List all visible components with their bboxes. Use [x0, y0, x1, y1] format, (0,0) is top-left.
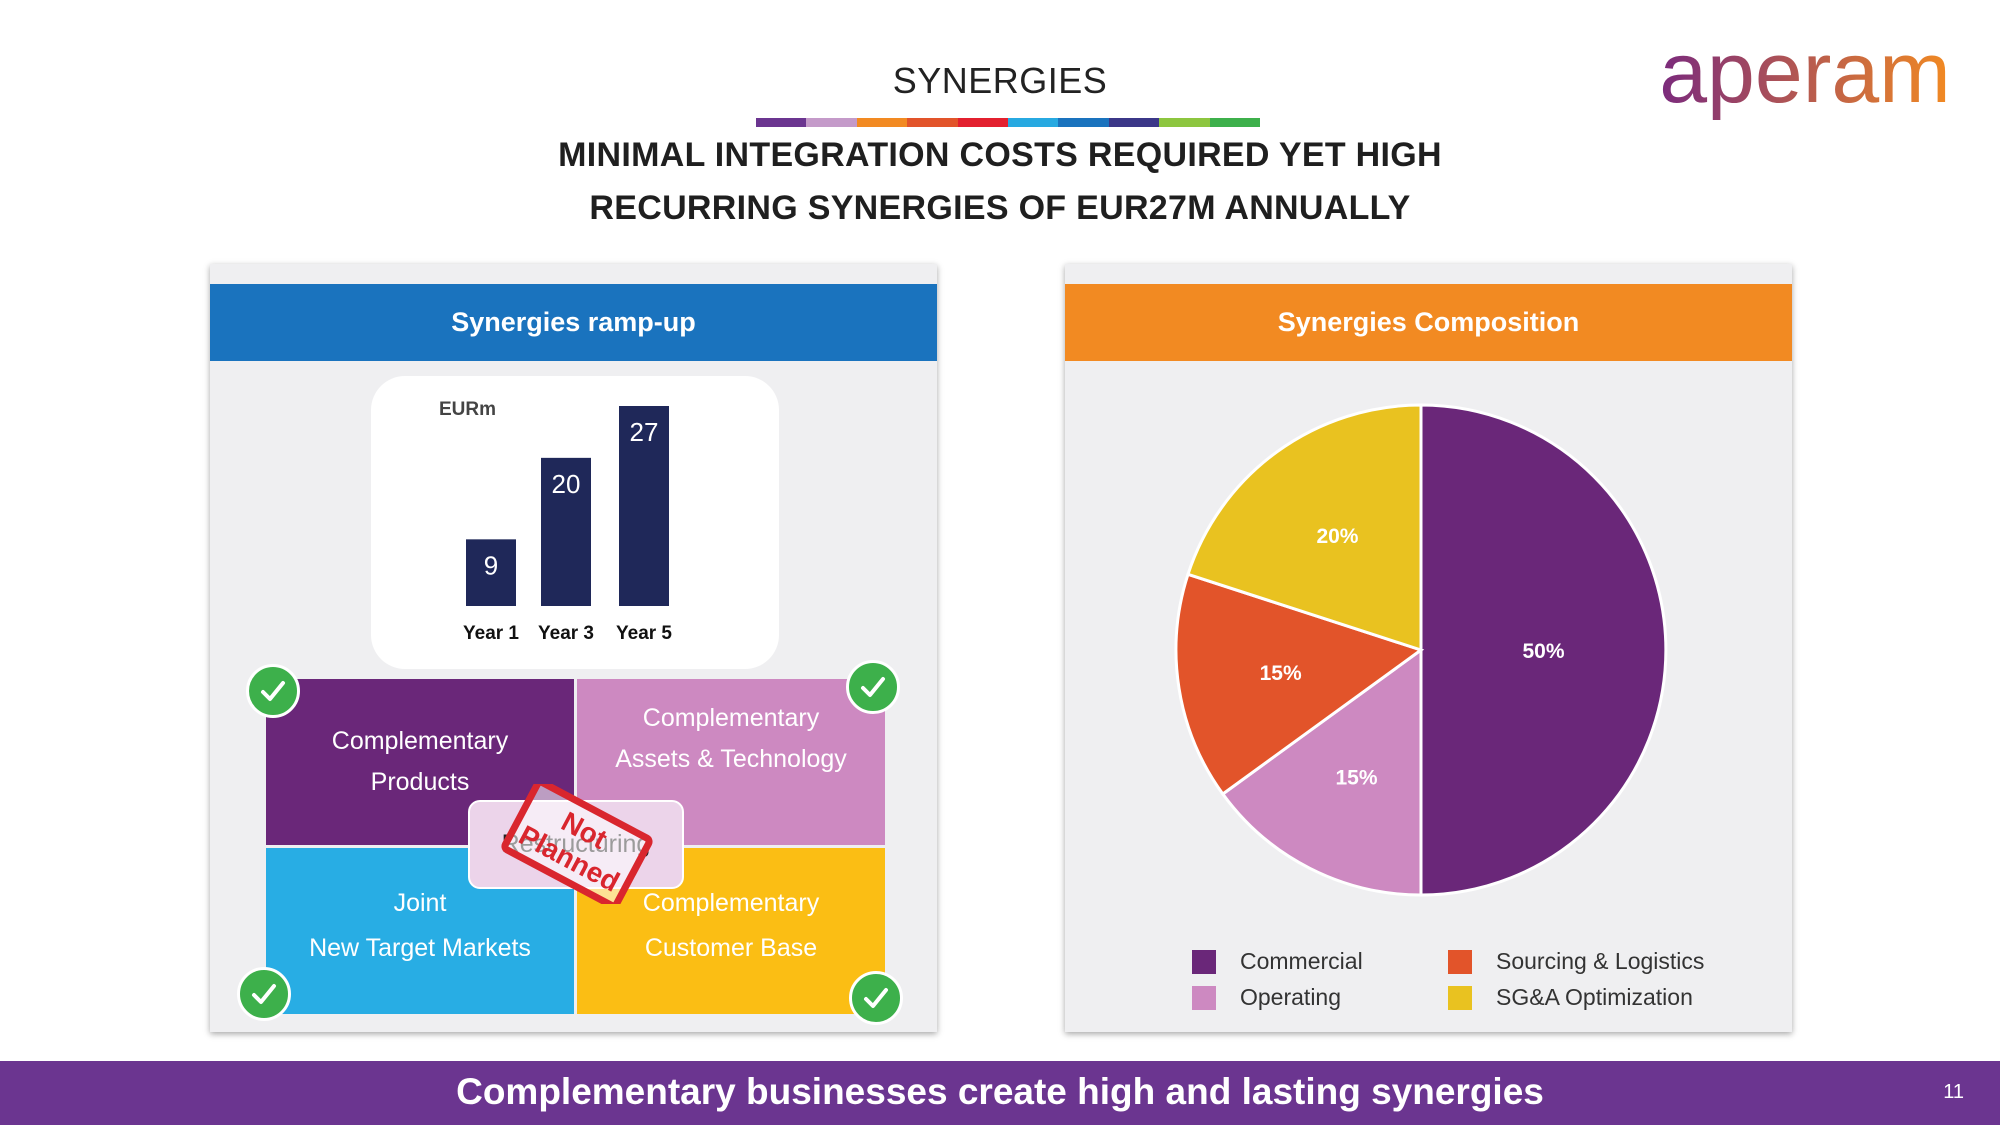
bar-chart-unit-label: EURm	[439, 399, 496, 420]
quadrant-products-line-2: Products	[370, 768, 470, 796]
page-number: 11	[1943, 1081, 1964, 1103]
legend-label: SG&A Optimization	[1496, 984, 1693, 1010]
legend-swatch	[1192, 949, 1216, 974]
color-strip-segment	[806, 118, 857, 127]
bar-value-label: 20	[552, 469, 581, 499]
bar-value-label: 9	[484, 550, 498, 580]
color-strip-segment	[907, 118, 958, 127]
not-planned-stamp: Not Planned	[501, 784, 653, 904]
color-strip-segment	[1159, 118, 1210, 127]
checkmark-circle-icon	[237, 967, 291, 1021]
footer-banner: Complementary businesses create high and…	[0, 1061, 2000, 1125]
checkmark-circle-icon	[849, 971, 903, 1025]
slide-subtitle-line-2: RECURRING SYNERGIES OF EUR27M ANNUALLY	[589, 189, 1411, 227]
quadrant-customer-line-2: Customer Base	[644, 934, 818, 962]
ramp-up-panel-title: Synergies ramp-up	[210, 284, 937, 361]
color-strip-segment	[957, 118, 1009, 127]
pie-slice	[1220, 647, 1423, 897]
bar-chart-card: EURm 9 Year 1 20 Year 3 27 Year 5	[371, 376, 779, 669]
stamp-border	[501, 784, 653, 904]
color-strip-segment	[1108, 118, 1160, 127]
quadrant-products-line-1: Complementary	[331, 727, 509, 755]
bar-category-label: Year 5	[616, 623, 672, 644]
synergies-ramp-up-panel: Synergies ramp-up EURm 9 Year 1 20 Year 3 27 Y…	[210, 264, 937, 1032]
ramp-up-bar-chart: EURm 9 Year 1 20 Year 3 27 Year 5	[439, 399, 672, 644]
quadrant-assets-line-1: Complementary	[642, 704, 820, 732]
pie-slice-label: 50%	[1522, 640, 1564, 663]
quadrant-customer-line-1: Complementary	[642, 889, 820, 917]
bar-category-label: Year 3	[538, 623, 594, 644]
checkmark-circle-icon	[846, 660, 900, 714]
pie-slice-label: 15%	[1260, 662, 1302, 685]
bar	[619, 406, 669, 606]
color-strip-segment	[1209, 118, 1261, 127]
checkmark-circle-icon	[246, 664, 300, 718]
pie-slice-label: 15%	[1335, 767, 1377, 790]
slide-subtitle-line-1: MINIMAL INTEGRATION COSTS REQUIRED YET H…	[558, 136, 1442, 174]
quadrant-assets-line-2: Assets & Technology	[615, 745, 847, 773]
slide-title: SYNERGIES	[892, 60, 1108, 101]
legend-swatch	[1448, 985, 1472, 1010]
bar	[541, 457, 591, 606]
color-strip-segment	[1058, 118, 1109, 127]
legend-label: Sourcing & Logistics	[1496, 948, 1705, 974]
color-strip	[756, 118, 1261, 127]
legend-label: Operating	[1240, 984, 1342, 1010]
composition-pie-chart: 50% 15% 15% 20%	[1174, 403, 1668, 897]
bar	[466, 539, 516, 606]
legend-item: Sourcing & Logistics	[1448, 948, 1704, 975]
footer-tagline: Complementary businesses create high and…	[456, 1071, 1544, 1112]
legend-item: SG&A Optimization	[1448, 984, 1693, 1011]
legend-swatch	[1192, 985, 1216, 1010]
pie-slice	[1174, 572, 1425, 797]
legend-item: Commercial	[1192, 948, 1363, 975]
quadrant-markets-line-2: New Target Markets	[309, 934, 531, 962]
bar-category-label: Year 1	[463, 623, 519, 644]
pie-slice-label: 20%	[1316, 525, 1358, 548]
legend-swatch	[1448, 949, 1472, 974]
color-strip-segment	[1008, 118, 1059, 127]
color-strip-segment	[856, 118, 908, 127]
pie-slice	[1419, 403, 1668, 897]
logo-text: aperam	[1659, 30, 1951, 121]
composition-panel-title: Synergies Composition	[1065, 284, 1792, 361]
legend-label: Commercial	[1240, 948, 1363, 974]
bar-value-label: 27	[630, 417, 659, 447]
pie-slice	[1186, 403, 1423, 653]
legend-item: Operating	[1192, 984, 1341, 1011]
quadrant-markets-line-1: Joint	[393, 889, 447, 917]
synergies-composition-panel: Synergies Composition 50% 15% 15% 20% Comme…	[1065, 264, 1792, 1032]
color-strip-segment	[756, 118, 807, 127]
aperam-logo: aperam	[1659, 30, 1951, 121]
